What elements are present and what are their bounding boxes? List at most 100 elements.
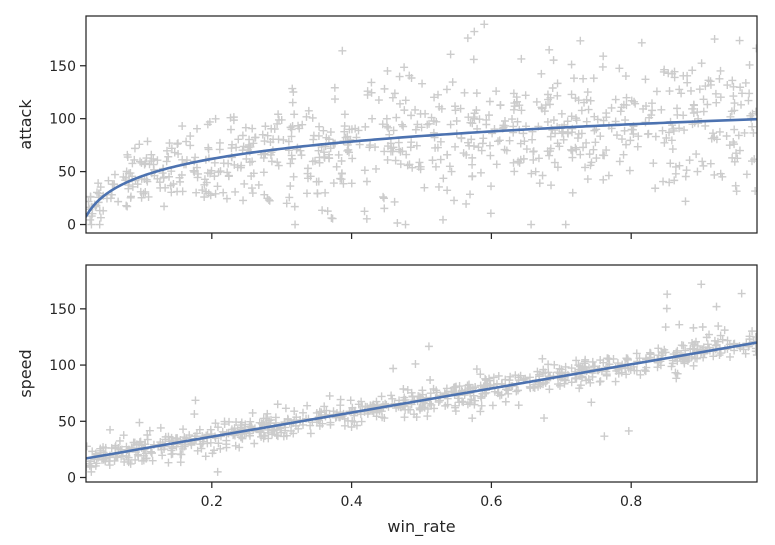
scatter-point bbox=[284, 137, 293, 146]
scatter-point bbox=[496, 100, 505, 109]
scatter-point bbox=[535, 179, 544, 188]
scatter-point bbox=[555, 142, 564, 151]
scatter-point bbox=[591, 138, 600, 147]
scatter-point bbox=[703, 100, 712, 109]
scatter-point bbox=[599, 175, 608, 184]
scatter-point bbox=[412, 141, 421, 150]
scatter-point bbox=[561, 220, 570, 229]
scatter-point bbox=[324, 135, 333, 144]
scatter-point bbox=[203, 120, 212, 129]
scatter-point bbox=[527, 169, 536, 178]
scatter-point bbox=[386, 139, 395, 148]
scatter-point bbox=[528, 135, 537, 144]
scatter-point bbox=[586, 96, 595, 105]
scatter-point bbox=[622, 101, 631, 110]
scatter-point bbox=[216, 167, 225, 176]
scatter-point bbox=[505, 376, 514, 385]
scatter-point bbox=[215, 138, 224, 147]
scatter-point bbox=[622, 370, 631, 379]
scatter-point bbox=[347, 125, 356, 134]
scatter-point bbox=[251, 133, 260, 142]
scatter-point bbox=[427, 400, 436, 409]
scatter-point bbox=[245, 158, 254, 167]
scatter-point bbox=[211, 189, 220, 198]
scatter-point bbox=[352, 421, 361, 430]
scatter-point bbox=[173, 140, 182, 149]
scatter-point bbox=[706, 77, 715, 86]
scatter-point bbox=[645, 113, 654, 122]
scatter-point bbox=[326, 420, 335, 429]
scatter-point bbox=[213, 182, 222, 191]
scatter-point bbox=[468, 153, 477, 162]
scatter-point bbox=[336, 395, 345, 404]
scatter-point bbox=[291, 220, 300, 229]
scatter-point bbox=[576, 362, 585, 371]
scatter-point bbox=[401, 96, 410, 105]
scatter-point bbox=[237, 418, 246, 427]
scatter-point bbox=[128, 182, 137, 191]
scatter-point bbox=[465, 380, 474, 389]
scatter-point bbox=[681, 197, 690, 206]
scatter-point bbox=[177, 442, 186, 451]
scatter-point bbox=[167, 188, 176, 197]
scatter-point bbox=[130, 144, 139, 153]
scatter-point bbox=[178, 122, 187, 131]
scatter-point bbox=[384, 123, 393, 132]
scatter-point bbox=[688, 338, 697, 347]
scatter-point bbox=[260, 190, 269, 199]
x-tick-label: 0.8 bbox=[620, 494, 642, 510]
scatter-point bbox=[466, 118, 475, 127]
scatter-point bbox=[672, 374, 681, 383]
scatter-point bbox=[468, 172, 477, 181]
scatter-point bbox=[143, 137, 152, 146]
scatter-point bbox=[329, 179, 338, 188]
scatter-point bbox=[680, 126, 689, 135]
scatter-point bbox=[602, 109, 611, 118]
scatter-point bbox=[692, 354, 701, 363]
scatter-point bbox=[379, 194, 388, 203]
scatter-point bbox=[529, 147, 538, 156]
scatter-point bbox=[332, 162, 341, 171]
scatter-point bbox=[282, 431, 291, 440]
scatter-point bbox=[708, 129, 717, 138]
scatter-point bbox=[143, 435, 152, 444]
scatter-point bbox=[193, 173, 202, 182]
scatter-point bbox=[130, 155, 139, 164]
scatter-point bbox=[86, 193, 95, 202]
scatter-point bbox=[347, 179, 356, 188]
scatter-point bbox=[549, 116, 558, 125]
scatter-point bbox=[492, 87, 501, 96]
scatter-point bbox=[689, 361, 698, 370]
scatter-point bbox=[544, 95, 553, 104]
scatter-point bbox=[586, 161, 595, 170]
scatter-point bbox=[147, 150, 156, 159]
scatter-point bbox=[258, 419, 267, 428]
scatter-point bbox=[391, 156, 400, 165]
scatter-point bbox=[446, 120, 455, 129]
scatter-point bbox=[485, 97, 494, 106]
scatter-point bbox=[405, 160, 414, 169]
scatter-point bbox=[96, 213, 105, 222]
scatter-point bbox=[329, 407, 338, 416]
y-tick-label: 50 bbox=[58, 165, 76, 181]
scatter-point bbox=[692, 150, 701, 159]
scatter-point bbox=[476, 407, 485, 416]
scatter-point bbox=[222, 194, 231, 203]
scatter-point bbox=[517, 106, 526, 115]
scatter-point bbox=[95, 220, 104, 229]
scatter-point bbox=[393, 219, 402, 228]
scatter-point bbox=[579, 143, 588, 152]
scatter-point bbox=[153, 156, 162, 165]
scatter-point bbox=[575, 384, 584, 393]
scatter-point bbox=[272, 431, 281, 440]
scatter-point bbox=[290, 407, 299, 416]
scatter-point bbox=[600, 432, 609, 441]
scatter-point bbox=[330, 95, 339, 104]
scatter-point bbox=[468, 414, 477, 423]
scatter-point bbox=[514, 401, 523, 410]
scatter-point bbox=[436, 155, 445, 164]
scatter-point bbox=[661, 323, 670, 332]
scatter-point bbox=[545, 151, 554, 160]
scatter-point bbox=[368, 114, 377, 123]
scatter-point bbox=[501, 397, 510, 406]
